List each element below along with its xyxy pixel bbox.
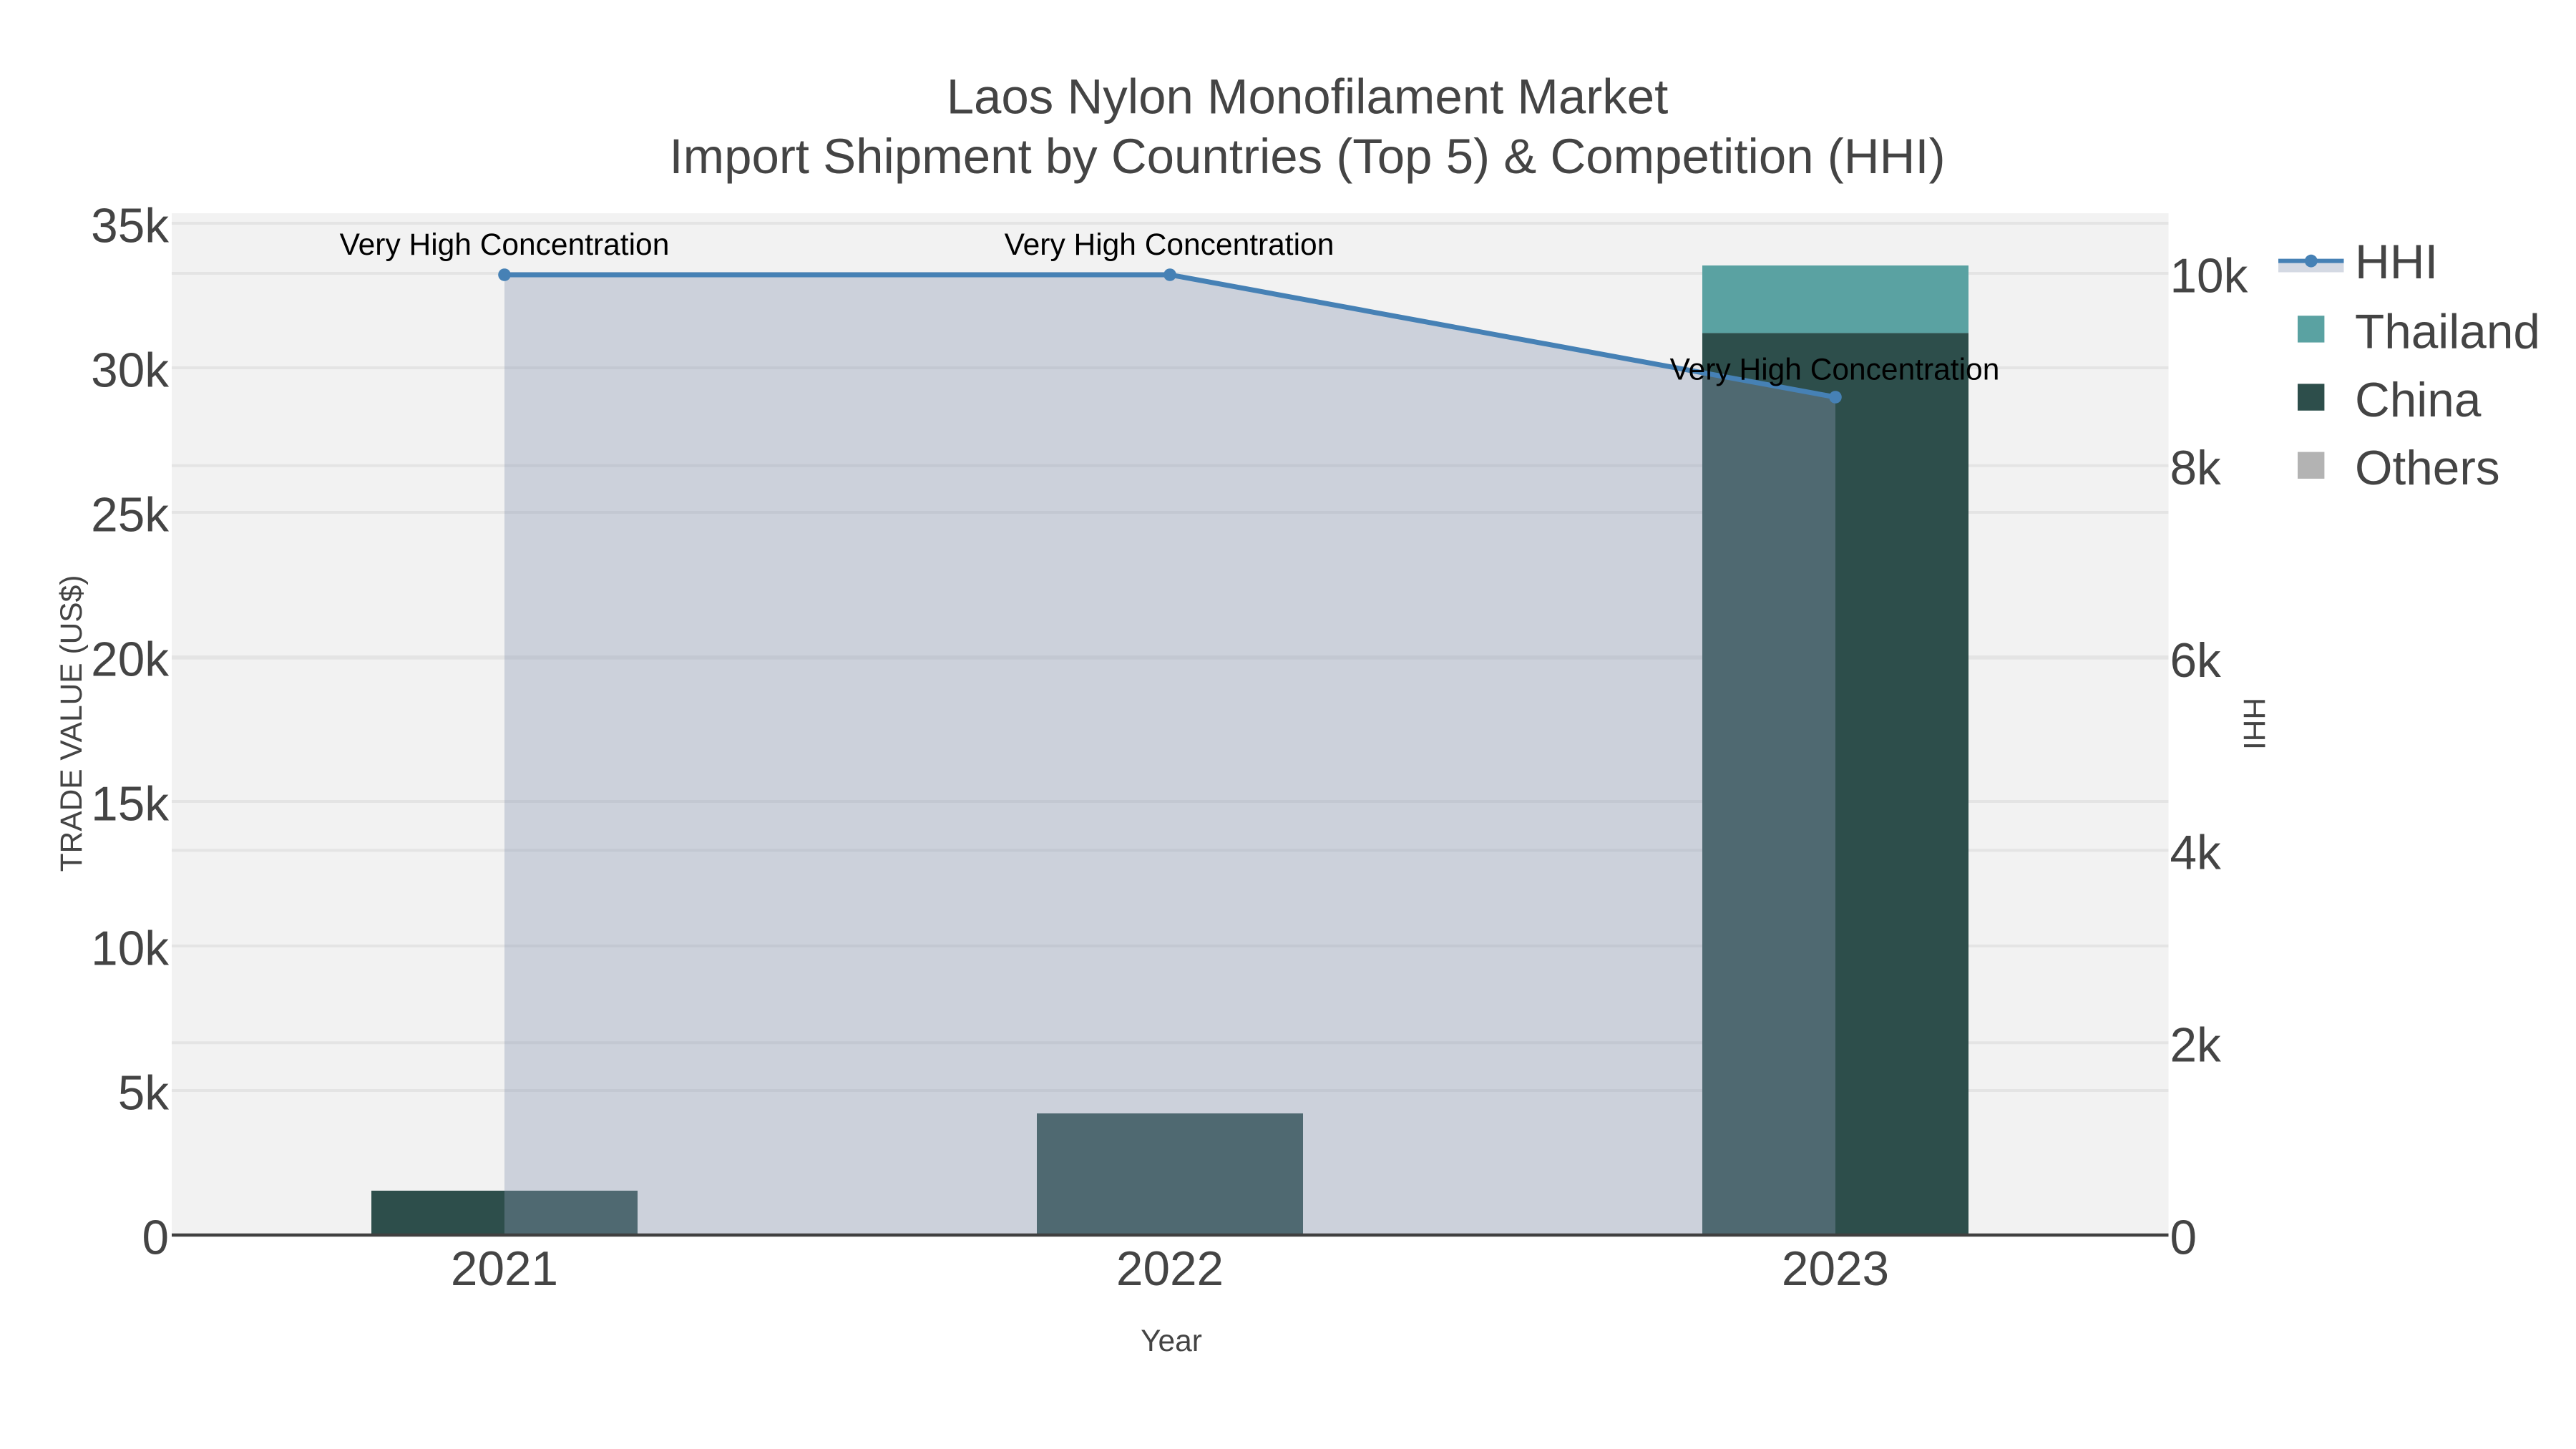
svg-text:Very High Concentration: Very High Concentration	[1670, 353, 2000, 387]
svg-text:2022: 2022	[1116, 1242, 1224, 1296]
svg-text:5k: 5k	[118, 1066, 170, 1120]
svg-text:10k: 10k	[2170, 249, 2248, 303]
svg-text:2k: 2k	[2170, 1019, 2222, 1073]
svg-text:Very High Concentration: Very High Concentration	[1005, 228, 1335, 262]
svg-text:0: 0	[142, 1211, 169, 1264]
svg-text:35k: 35k	[91, 199, 169, 253]
svg-text:25k: 25k	[91, 488, 169, 542]
svg-text:HHI: HHI	[2355, 235, 2438, 289]
svg-text:Laos Nylon Monofilament Market: Laos Nylon Monofilament Market	[947, 69, 1669, 125]
svg-text:Very High Concentration: Very High Concentration	[340, 228, 670, 262]
svg-text:20k: 20k	[91, 633, 169, 686]
svg-text:15k: 15k	[91, 777, 169, 831]
svg-text:10k: 10k	[91, 922, 169, 975]
svg-text:30k: 30k	[91, 343, 169, 397]
svg-text:2023: 2023	[1782, 1242, 1889, 1296]
svg-text:TRADE VALUE (US$): TRADE VALUE (US$)	[55, 575, 89, 872]
svg-text:Thailand: Thailand	[2355, 306, 2540, 359]
svg-text:Import Shipment by Countries (: Import Shipment by Countries (Top 5) & C…	[669, 129, 1945, 184]
svg-text:China: China	[2355, 374, 2482, 427]
svg-text:HHI: HHI	[2237, 698, 2270, 750]
svg-text:6k: 6k	[2170, 634, 2222, 688]
svg-text:0: 0	[2170, 1211, 2197, 1264]
svg-text:2021: 2021	[451, 1242, 558, 1296]
svg-text:8k: 8k	[2170, 441, 2222, 495]
svg-text:Year: Year	[1141, 1324, 1202, 1358]
svg-text:Others: Others	[2355, 441, 2500, 495]
svg-text:4k: 4k	[2170, 826, 2222, 880]
